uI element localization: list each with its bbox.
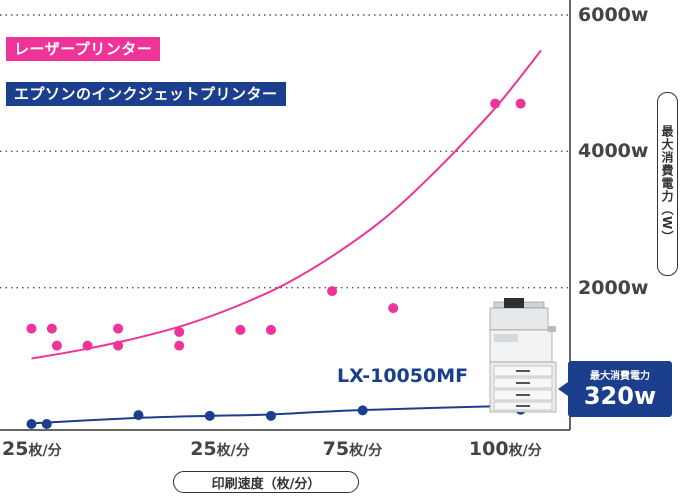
data-point-inkjet-1: [41, 419, 52, 429]
data-point-laser-12: [490, 98, 501, 109]
trend-line-laser: [31, 49, 542, 360]
data-point-laser-13: [515, 98, 526, 109]
x-tick-1: 25枚/分: [190, 437, 250, 463]
legend-laser: レーザープリンター: [6, 37, 161, 61]
trend-line-inkjet: [31, 404, 521, 425]
y-tick-2000: 2000w: [578, 276, 649, 299]
data-point-laser-0: [26, 323, 37, 334]
data-point-laser-10: [327, 286, 338, 297]
y-tick-6000: 6000w: [578, 4, 649, 26]
power-badge-title: 最大消費電力: [590, 371, 650, 382]
data-point-laser-9: [265, 324, 276, 335]
data-point-inkjet-4: [265, 410, 276, 421]
product-model-label: LX-10050MF: [337, 365, 469, 387]
power-badge-value: 320w: [583, 382, 657, 410]
data-point-laser-1: [46, 323, 57, 334]
x-axis-label-text: 印刷速度（枚/分）: [211, 476, 321, 492]
y-tick-4000: 4000w: [578, 140, 649, 163]
x-tick-value: 100: [468, 438, 509, 460]
x-tick-0: 25枚/分: [2, 437, 62, 463]
data-point-inkjet-0: [26, 419, 37, 429]
x-tick-2: 75枚/分: [323, 437, 383, 463]
x-tick-unit: 枚/分: [349, 443, 383, 459]
x-tick-value: 25: [2, 438, 29, 460]
multifunction-printer-icon: [489, 298, 557, 413]
data-point-laser-11: [388, 303, 399, 314]
y-axis-label-text: 最大消費電力（W）: [660, 124, 674, 244]
data-point-inkjet-5: [357, 405, 368, 416]
data-point-laser-2: [51, 340, 62, 351]
x-tick-3: 100枚/分: [469, 437, 542, 463]
y-axis-label: 最大消費電力（W）: [657, 92, 678, 276]
x-axis-label: 印刷速度（枚/分）: [173, 471, 359, 493]
data-point-laser-8: [235, 324, 246, 335]
data-point-inkjet-3: [204, 410, 215, 421]
x-tick-value: 75: [322, 438, 350, 460]
x-tick-value: 25: [190, 438, 217, 460]
x-tick-unit: 枚/分: [508, 443, 542, 459]
data-point-inkjet-2: [133, 410, 144, 421]
power-badge: 最大消費電力 320w: [558, 361, 672, 417]
x-tick-unit: 枚/分: [28, 443, 62, 459]
data-point-laser-6: [174, 326, 185, 337]
data-point-laser-5: [113, 340, 124, 351]
data-point-laser-3: [82, 340, 93, 351]
trend-lines: [31, 49, 542, 425]
data-point-laser-7: [174, 340, 185, 351]
x-tick-unit: 枚/分: [216, 443, 250, 459]
grid-lines: [0, 14, 570, 289]
legend-inkjet: エプソンのインクジェットプリンター: [6, 82, 286, 106]
data-point-laser-4: [113, 323, 124, 334]
